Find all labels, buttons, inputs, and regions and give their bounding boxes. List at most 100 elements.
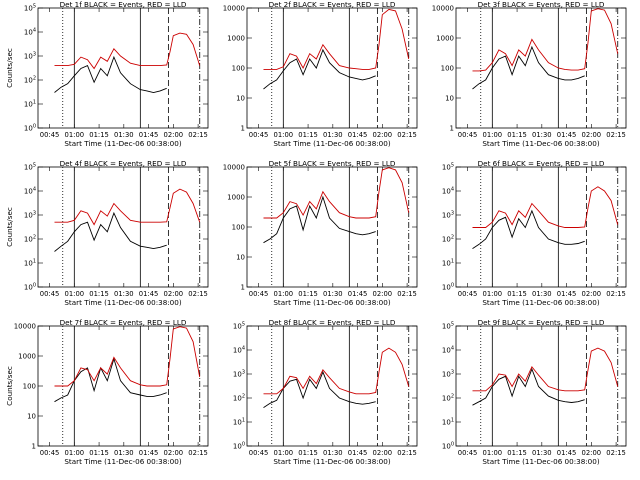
x-axis-label: Start Time (11-Dec-06 00:38:00) bbox=[64, 457, 181, 466]
y-tick-label: 105 bbox=[24, 163, 36, 172]
y-tick-label: 10000 bbox=[223, 5, 245, 13]
x-tick-label: 01:45 bbox=[348, 290, 368, 298]
y-tick-label: 101 bbox=[442, 259, 454, 268]
x-tick-label: 02:15 bbox=[606, 449, 626, 457]
x-axis-label: Start Time (11-Dec-06 00:38:00) bbox=[273, 298, 390, 307]
x-tick-label: 01:15 bbox=[507, 449, 527, 457]
series-line-events bbox=[472, 367, 585, 406]
x-tick-label: 02:00 bbox=[582, 131, 602, 139]
x-tick-label: 02:00 bbox=[582, 449, 602, 457]
chart-panel-6: Det 6f BLACK = Events, RED = LLD 00:45 01:… bbox=[442, 159, 627, 307]
chart-panel-3: Det 3f BLACK = Events, RED = LLD 00:45 01:… bbox=[432, 0, 627, 148]
y-tick-label: 104 bbox=[24, 28, 36, 37]
x-tick-label: 01:15 bbox=[507, 290, 527, 298]
x-tick-label: 02:00 bbox=[164, 449, 184, 457]
y-tick-label: 104 bbox=[442, 187, 454, 196]
x-tick-label: 01:00 bbox=[274, 290, 294, 298]
x-axis-label: Start Time (11-Dec-06 00:38:00) bbox=[482, 457, 599, 466]
x-tick-label: 01:15 bbox=[89, 131, 109, 139]
series-line-lld bbox=[54, 188, 201, 226]
x-tick-label: 01:15 bbox=[89, 449, 109, 457]
x-tick-label: 02:15 bbox=[397, 131, 417, 139]
y-tick-label: 100 bbox=[24, 283, 36, 292]
x-tick-label: 00:45 bbox=[40, 449, 60, 457]
x-tick-label: 02:00 bbox=[582, 290, 602, 298]
y-tick-label: 102 bbox=[24, 76, 36, 85]
y-tick-label: 1000 bbox=[227, 194, 245, 202]
chart-title: Det 6f BLACK = Events, RED = LLD bbox=[478, 159, 605, 168]
x-tick-label: 00:45 bbox=[40, 131, 60, 139]
x-axis-label: Start Time (11-Dec-06 00:38:00) bbox=[64, 298, 181, 307]
x-tick-label: 01:00 bbox=[65, 290, 85, 298]
y-tick-label: 101 bbox=[233, 418, 245, 427]
series-line-lld bbox=[263, 8, 410, 70]
plot-frame bbox=[455, 325, 627, 447]
y-tick-label: 100 bbox=[442, 283, 454, 292]
x-tick-label: 00:45 bbox=[249, 290, 269, 298]
y-tick-label: 104 bbox=[24, 187, 36, 196]
chart-panel-5: Det 5f BLACK = Events, RED = LLD 00:45 01:… bbox=[223, 159, 418, 307]
series-line-lld bbox=[54, 326, 201, 387]
x-tick-label: 01:45 bbox=[557, 449, 577, 457]
x-tick-label: 02:15 bbox=[188, 290, 208, 298]
x-tick-label: 02:00 bbox=[373, 131, 393, 139]
y-tick-label: 101 bbox=[24, 259, 36, 268]
x-tick-label: 02:15 bbox=[397, 290, 417, 298]
x-tick-label: 01:45 bbox=[557, 290, 577, 298]
y-tick-label: 100 bbox=[232, 65, 245, 73]
x-tick-label: 01:45 bbox=[139, 131, 159, 139]
y-tick-label: 103 bbox=[442, 211, 454, 220]
y-tick-label: 1000 bbox=[227, 35, 245, 43]
x-tick-label: 01:30 bbox=[114, 131, 134, 139]
plot-frame bbox=[37, 166, 209, 288]
chart-panel-1: Det 1f BLACK = Events, RED = LLD 00:45 01:… bbox=[5, 0, 209, 148]
x-tick-label: 01:30 bbox=[532, 290, 552, 298]
plot-frame bbox=[246, 7, 418, 129]
x-axis-label: Start Time (11-Dec-06 00:38:00) bbox=[273, 457, 390, 466]
x-tick-label: 00:45 bbox=[458, 290, 478, 298]
x-tick-label: 01:45 bbox=[557, 131, 577, 139]
y-tick-label: 103 bbox=[24, 52, 36, 61]
x-tick-label: 01:45 bbox=[348, 131, 368, 139]
x-tick-label: 01:45 bbox=[139, 290, 159, 298]
x-tick-label: 02:00 bbox=[164, 290, 184, 298]
x-axis-label: Start Time (11-Dec-06 00:38:00) bbox=[482, 298, 599, 307]
series-line-events bbox=[472, 45, 585, 90]
x-tick-label: 02:00 bbox=[373, 290, 393, 298]
chart-panel-2: Det 2f BLACK = Events, RED = LLD 00:45 01:… bbox=[223, 0, 418, 148]
x-tick-label: 01:15 bbox=[507, 131, 527, 139]
chart-title: Det 9f BLACK = Events, RED = LLD bbox=[478, 318, 605, 327]
x-tick-label: 02:15 bbox=[188, 449, 208, 457]
y-tick-label: 10 bbox=[27, 413, 36, 421]
x-tick-label: 01:15 bbox=[298, 449, 318, 457]
x-axis-label: Start Time (11-Dec-06 00:38:00) bbox=[482, 139, 599, 148]
y-axis-label: Counts/sec bbox=[5, 48, 14, 88]
y-tick-label: 1000 bbox=[18, 353, 36, 361]
series-line-lld bbox=[263, 167, 410, 219]
x-tick-label: 01:30 bbox=[114, 290, 134, 298]
y-tick-label: 105 bbox=[233, 322, 245, 331]
chart-title: Det 4f BLACK = Events, RED = LLD bbox=[60, 159, 187, 168]
series-line-lld bbox=[263, 347, 410, 395]
x-tick-label: 00:45 bbox=[40, 290, 60, 298]
y-tick-label: 100 bbox=[441, 65, 454, 73]
y-tick-label: 10000 bbox=[223, 164, 245, 172]
chart-title: Det 1f BLACK = Events, RED = LLD bbox=[60, 0, 187, 9]
x-tick-label: 01:00 bbox=[274, 131, 294, 139]
plot-frame bbox=[37, 7, 209, 129]
y-tick-label: 105 bbox=[442, 322, 454, 331]
chart-panel-9: Det 9f BLACK = Events, RED = LLD 00:45 01:… bbox=[442, 318, 627, 466]
series-line-lld bbox=[472, 8, 619, 72]
y-tick-label: 100 bbox=[442, 442, 454, 451]
x-tick-label: 01:15 bbox=[298, 290, 318, 298]
y-tick-label: 101 bbox=[24, 100, 36, 109]
x-tick-label: 01:15 bbox=[89, 290, 109, 298]
y-tick-label: 105 bbox=[442, 163, 454, 172]
series-line-lld bbox=[54, 32, 201, 70]
y-tick-label: 103 bbox=[24, 211, 36, 220]
y-tick-label: 105 bbox=[24, 4, 36, 13]
x-tick-label: 00:45 bbox=[249, 131, 269, 139]
x-tick-label: 02:15 bbox=[188, 131, 208, 139]
y-tick-label: 102 bbox=[233, 394, 245, 403]
chart-title: Det 2f BLACK = Events, RED = LLD bbox=[269, 0, 396, 9]
